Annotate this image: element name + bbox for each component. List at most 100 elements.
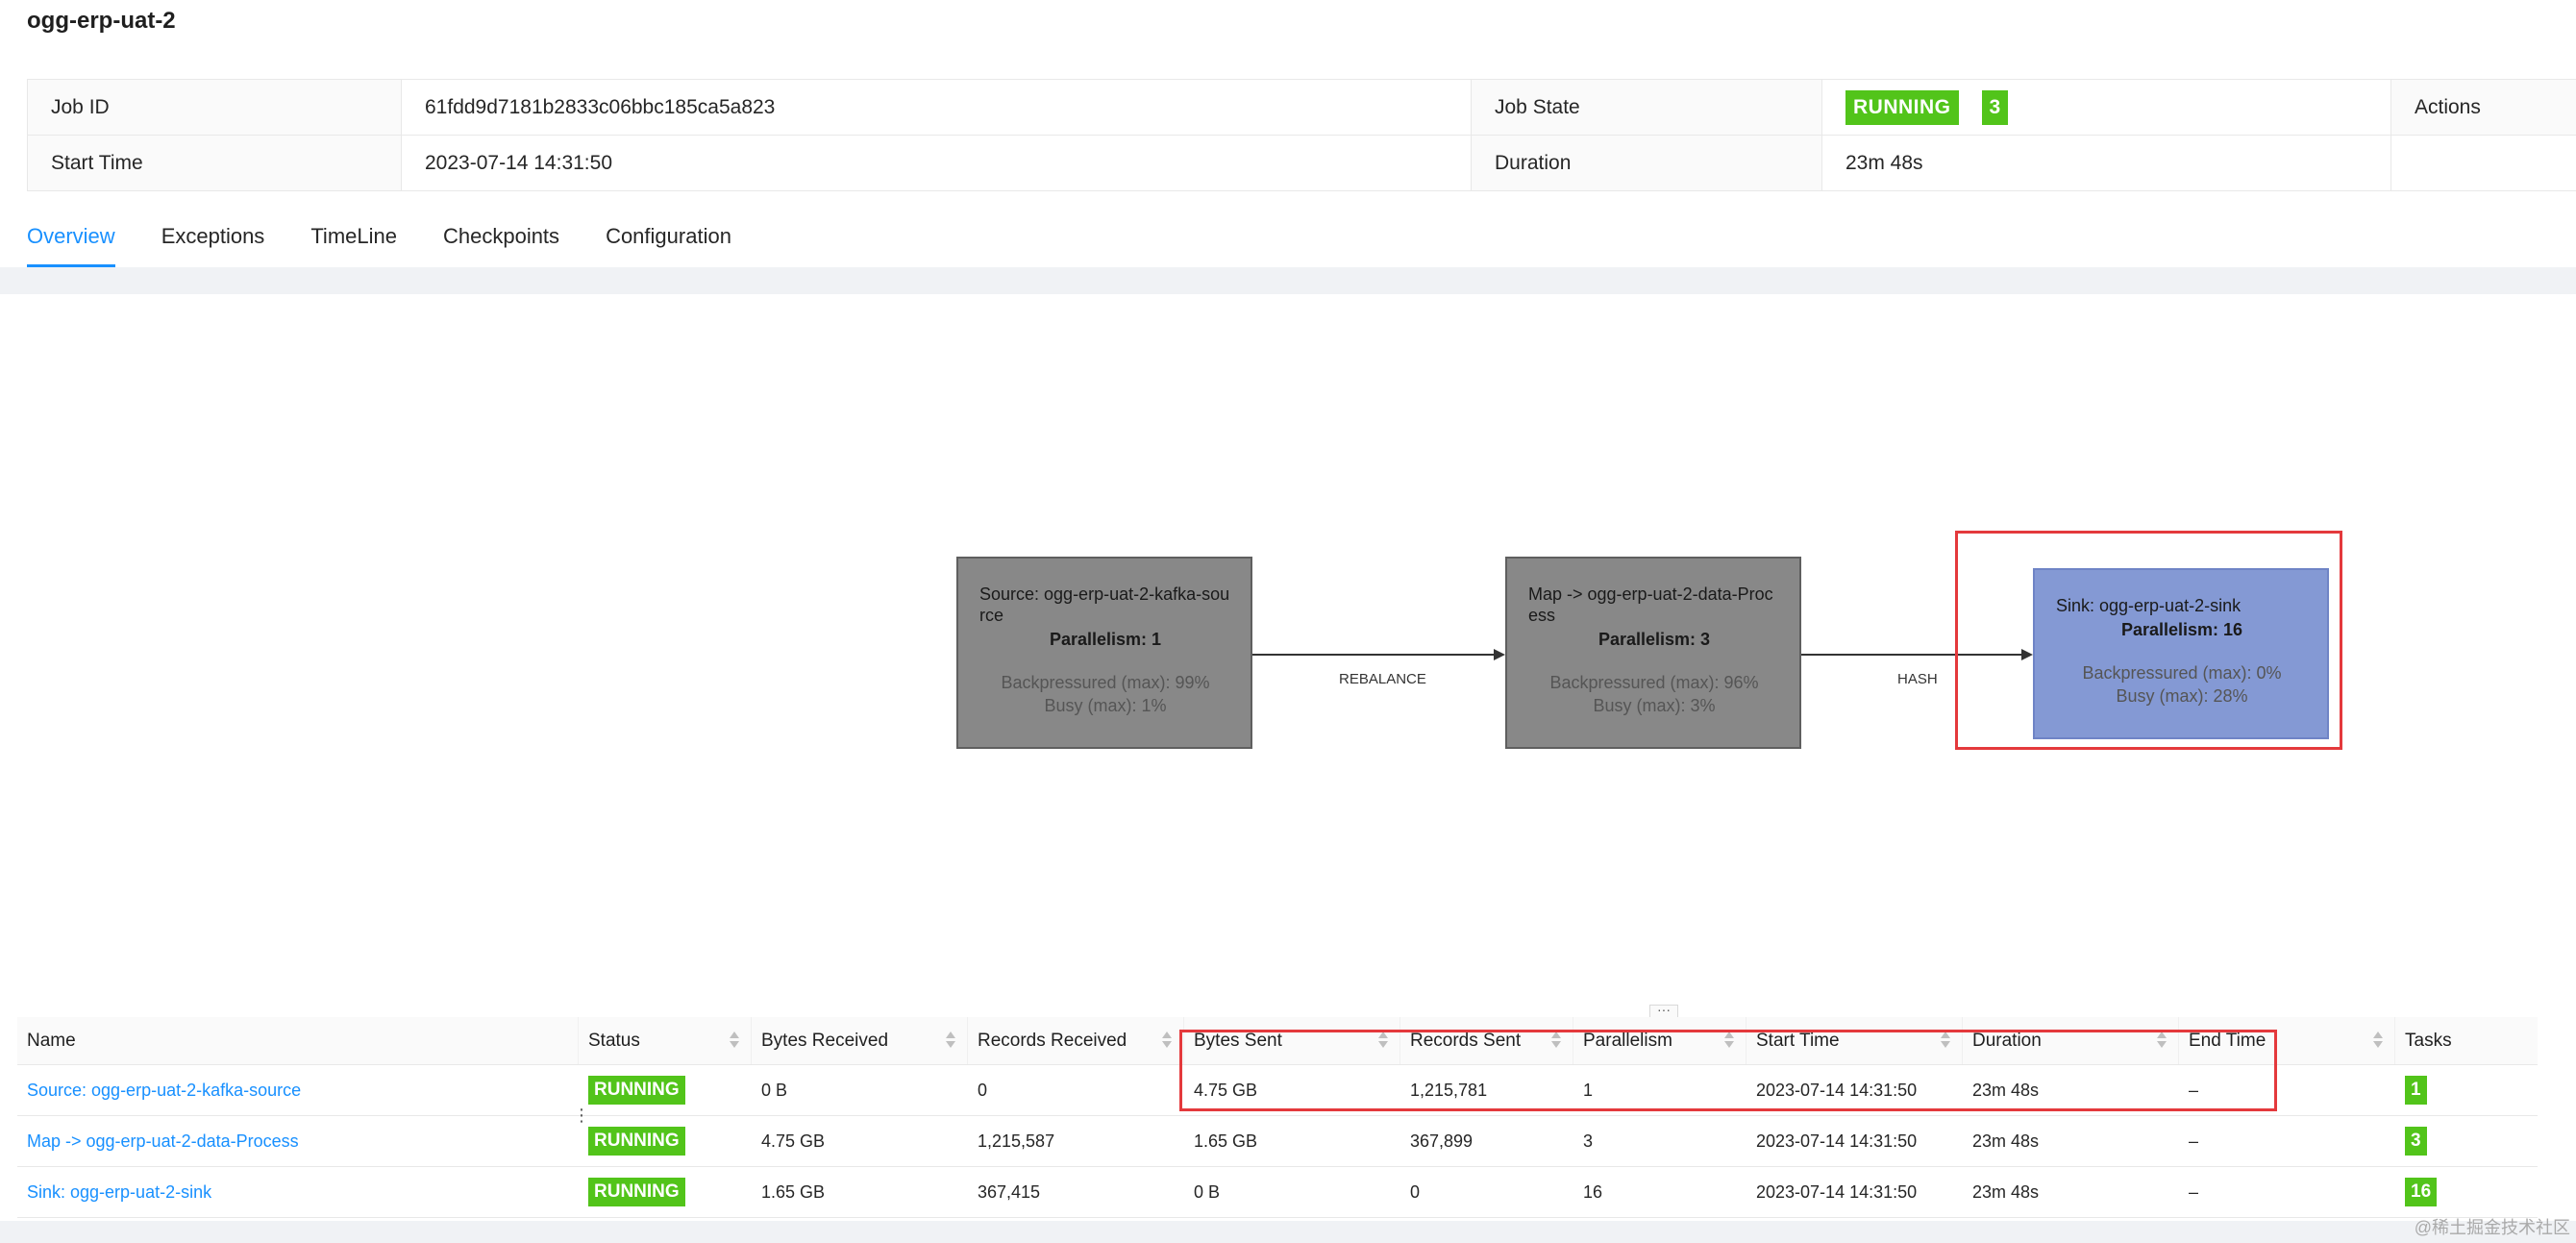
actions-cell — [2391, 136, 2576, 190]
vertex-link[interactable]: Map -> ogg-erp-uat-2-data-Process — [27, 1131, 299, 1151]
panel-resize-handle[interactable]: ··· — [1649, 1003, 1678, 1020]
col-start-time[interactable]: Start Time — [1746, 1017, 1963, 1064]
table-row[interactable]: Source: ogg-erp-uat-2-kafka-source RUNNI… — [17, 1065, 2538, 1116]
duration-label: Duration — [1472, 136, 1822, 190]
sort-icon[interactable] — [1162, 1032, 1172, 1051]
sort-icon[interactable] — [1551, 1032, 1561, 1051]
status-badge: RUNNING — [588, 1178, 685, 1206]
cell-records-received: 367,415 — [978, 1181, 1041, 1202]
table-header: Name Status Bytes Received Records Recei… — [17, 1017, 2538, 1065]
cell-records-sent: 0 — [1410, 1181, 1421, 1202]
node-name: Sink: ogg-erp-uat-2-sink — [2056, 596, 2242, 615]
sort-icon[interactable] — [946, 1032, 955, 1051]
tab-overview[interactable]: Overview — [27, 219, 115, 267]
edge-hash-line — [1801, 654, 2021, 656]
col-duration[interactable]: Duration — [1963, 1017, 2179, 1064]
col-duration-label: Duration — [1972, 1030, 2042, 1051]
edge-rebalance-line — [1252, 654, 1494, 656]
col-bytes-sent[interactable]: Bytes Sent — [1184, 1017, 1400, 1064]
cell-start-time: 2023-07-14 14:31:50 — [1756, 1131, 1918, 1151]
cell-duration: 23m 48s — [1972, 1080, 2040, 1100]
sort-icon[interactable] — [730, 1032, 739, 1051]
edge-rebalance-arrow — [1494, 649, 1505, 660]
table-row[interactable]: Sink: ogg-erp-uat-2-sink RUNNING 1.65 GB… — [17, 1167, 2538, 1218]
job-state-badge: RUNNING — [1845, 89, 1959, 125]
col-records-received[interactable]: Records Received — [968, 1017, 1184, 1064]
job-state-label: Job State — [1472, 80, 1822, 135]
node-parallelism: Parallelism: 3 — [1598, 630, 1711, 649]
node-name: Source: ogg-erp-uat-2-kafka-source — [979, 584, 1230, 625]
job-descriptions: Job ID 61fdd9d7181b2833c06bbc185ca5a823 … — [27, 79, 2576, 191]
vertex-link[interactable]: Sink: ogg-erp-uat-2-sink — [27, 1181, 212, 1202]
col-parallelism[interactable]: Parallelism — [1573, 1017, 1746, 1064]
actions-label: Actions — [2391, 80, 2576, 135]
watermark: @稀土掘金技术社区 — [2414, 1218, 2570, 1237]
cell-bytes-sent: 0 B — [1194, 1181, 1221, 1202]
column-resize-handle[interactable]: ⋮ — [573, 1106, 590, 1125]
job-id-label: Job ID — [27, 80, 402, 135]
node-parallelism: Parallelism: 1 — [1049, 630, 1162, 649]
cell-duration: 23m 48s — [1972, 1181, 2040, 1202]
node-busy: Busy (max): 3% — [1593, 696, 1716, 715]
status-badge: RUNNING — [588, 1127, 685, 1156]
sort-icon[interactable] — [2373, 1032, 2383, 1051]
node-backpressured: Backpressured (max): 96% — [1549, 673, 1759, 692]
job-graph-canvas[interactable]: Source: ogg-erp-uat-2-kafka-source Paral… — [17, 294, 2576, 1017]
sort-icon[interactable] — [1724, 1032, 1734, 1051]
vertices-table: Name Status Bytes Received Records Recei… — [17, 1017, 2538, 1218]
cell-bytes-sent: 4.75 GB — [1194, 1080, 1258, 1100]
col-tasks[interactable]: Tasks — [2405, 1030, 2452, 1051]
start-time-label: Start Time — [27, 136, 402, 190]
edge-hash-label: HASH — [1897, 671, 1938, 687]
edge-rebalance-label: REBALANCE — [1339, 671, 1426, 687]
col-status[interactable]: Status — [579, 1017, 752, 1064]
tab-configuration[interactable]: Configuration — [606, 224, 731, 248]
cell-records-received: 1,215,587 — [978, 1131, 1055, 1151]
col-bytes-received[interactable]: Bytes Received — [752, 1017, 968, 1064]
cell-bytes-received: 1.65 GB — [761, 1181, 826, 1202]
node-backpressured: Backpressured (max): 0% — [2082, 663, 2282, 683]
cell-start-time: 2023-07-14 14:31:50 — [1756, 1181, 1918, 1202]
cell-end-time: – — [2189, 1080, 2199, 1100]
cell-end-time: – — [2189, 1131, 2199, 1151]
col-bytes-sent-label: Bytes Sent — [1194, 1030, 1282, 1051]
status-badge: RUNNING — [588, 1076, 685, 1105]
job-state-count-badge: 3 — [1981, 89, 2009, 125]
graph-node-source[interactable]: Source: ogg-erp-uat-2-kafka-source Paral… — [956, 557, 1252, 749]
col-status-label: Status — [588, 1030, 640, 1051]
tab-timeline[interactable]: TimeLine — [310, 224, 397, 248]
table-row[interactable]: Map -> ogg-erp-uat-2-data-Process RUNNIN… — [17, 1116, 2538, 1167]
tab-exceptions[interactable]: Exceptions — [161, 224, 265, 248]
cell-records-received: 0 — [978, 1080, 988, 1100]
node-busy: Busy (max): 28% — [2116, 686, 2248, 706]
desc-row-2: Start Time 2023-07-14 14:31:50 Duration … — [27, 136, 2576, 191]
tab-checkpoints[interactable]: Checkpoints — [442, 224, 560, 248]
col-bytes-received-label: Bytes Received — [761, 1030, 889, 1051]
graph-node-map[interactable]: Map -> ogg-erp-uat-2-data-Process Parall… — [1505, 557, 1801, 749]
graph-node-sink[interactable]: Sink: ogg-erp-uat-2-sink Parallelism: 16… — [2033, 568, 2329, 739]
footer-band — [0, 1221, 2576, 1243]
col-records-received-label: Records Received — [978, 1030, 1127, 1051]
sort-icon[interactable] — [1378, 1032, 1388, 1051]
sort-icon[interactable] — [2157, 1032, 2167, 1051]
cell-duration: 23m 48s — [1972, 1131, 2040, 1151]
node-parallelism: Parallelism: 16 — [2120, 620, 2243, 639]
cell-end-time: – — [2189, 1181, 2199, 1202]
col-start-time-label: Start Time — [1756, 1030, 1840, 1051]
job-title: ogg-erp-uat-2 — [27, 8, 176, 34]
cell-bytes-received: 4.75 GB — [761, 1131, 826, 1151]
col-records-sent[interactable]: Records Sent — [1400, 1017, 1573, 1064]
metrics-highlight-box — [1179, 1030, 2277, 1111]
tasks-badge: 3 — [2405, 1127, 2427, 1156]
job-tabs: Overview Exceptions TimeLine Checkpoints… — [27, 219, 778, 267]
cell-parallelism: 1 — [1583, 1080, 1594, 1100]
col-end-time[interactable]: End Time — [2179, 1017, 2395, 1064]
col-name[interactable]: Name — [17, 1017, 579, 1064]
content-divider — [0, 267, 2576, 294]
vertex-link[interactable]: Source: ogg-erp-uat-2-kafka-source — [27, 1080, 302, 1100]
cell-start-time: 2023-07-14 14:31:50 — [1756, 1080, 1918, 1100]
tasks-badge: 1 — [2405, 1076, 2427, 1105]
col-end-time-label: End Time — [2189, 1030, 2266, 1051]
cell-bytes-received: 0 B — [761, 1080, 788, 1100]
sort-icon[interactable] — [1941, 1032, 1950, 1051]
